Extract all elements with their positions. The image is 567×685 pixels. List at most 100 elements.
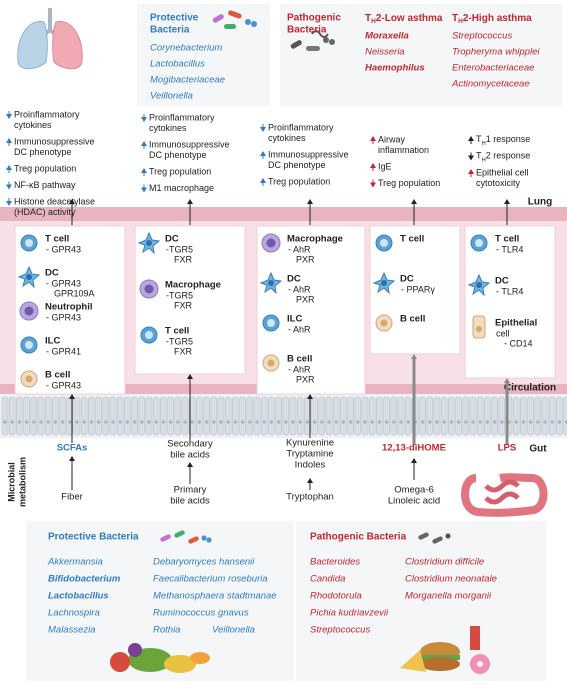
nucleus xyxy=(471,420,475,424)
epithelial-cell xyxy=(145,396,153,436)
epithelial-cell xyxy=(397,396,405,436)
epithelial-cell xyxy=(311,396,318,436)
metabolite: LPS xyxy=(498,443,516,454)
nucleus xyxy=(205,420,209,424)
species: Corynebacterium xyxy=(150,43,222,54)
effect-text: cytokines xyxy=(268,133,306,143)
cell-nucleus xyxy=(25,375,33,383)
epithelial-cell xyxy=(66,396,74,436)
metabolite: Tryptamine xyxy=(286,449,333,460)
nucleus xyxy=(500,420,504,424)
cell-nucleus xyxy=(475,239,483,247)
effect-arrow-head xyxy=(370,182,376,188)
cell-nucleus xyxy=(267,359,275,367)
nucleus xyxy=(104,420,108,424)
epithelial-cell xyxy=(498,396,506,436)
epithelial-cell xyxy=(282,396,290,436)
label-part: 2-High asthma xyxy=(463,13,532,24)
cell-name: DC xyxy=(400,274,414,285)
effect-arrow-head xyxy=(260,151,266,156)
species: Rothia xyxy=(153,625,180,636)
receptor: - GPR43 xyxy=(46,380,81,390)
label: Protective xyxy=(150,13,199,24)
epithelial-cell xyxy=(455,396,462,436)
effect-text: cytokines xyxy=(149,123,187,133)
effect-arrow-head xyxy=(141,187,147,193)
epithelial-cell xyxy=(16,396,23,436)
nucleus xyxy=(154,420,158,424)
epithelial-cell xyxy=(88,396,95,436)
epithelial-cell xyxy=(433,396,441,436)
epithelial-cell xyxy=(260,396,268,436)
region-label: metabolism xyxy=(17,457,27,507)
epithelial-cell xyxy=(188,396,196,436)
epithelial-cell xyxy=(275,396,282,436)
epithelial-cell xyxy=(131,396,138,436)
effect-text: DC phenotype xyxy=(149,150,207,160)
effect-text: (HDAC) activity xyxy=(14,207,76,217)
arrow-head xyxy=(307,199,313,204)
nucleus xyxy=(147,420,151,424)
metabolite: bile acids xyxy=(170,450,210,461)
arrow-head xyxy=(69,456,75,461)
arrow-head xyxy=(187,199,193,204)
species: Haemophilus xyxy=(365,63,425,74)
nucleus xyxy=(521,420,526,424)
epithelial-cell xyxy=(239,396,246,436)
nucleus xyxy=(82,420,86,424)
metabolite: Secondary xyxy=(167,439,213,450)
cell-name: T cell xyxy=(495,234,519,245)
receptor: - AhR xyxy=(288,364,311,374)
nucleus xyxy=(435,420,439,424)
species: Methanosphaera stadtmanae xyxy=(153,591,277,602)
nucleus xyxy=(169,420,173,424)
nucleus xyxy=(161,420,165,424)
nucleus xyxy=(241,420,245,424)
bacteria-icon xyxy=(206,537,212,543)
nucleus xyxy=(449,420,453,424)
effect-arrow-head xyxy=(6,114,12,119)
bacteria-icon xyxy=(445,533,451,539)
group-heading: TH2-High asthma xyxy=(452,13,532,25)
effect-arrow-head xyxy=(370,136,376,141)
region-label: Lung xyxy=(528,197,552,208)
effect-text: Proinflammatory xyxy=(268,122,334,132)
bacteria-icon xyxy=(418,532,429,540)
effect-arrow-head xyxy=(370,163,376,168)
epithelial-cell xyxy=(512,396,520,436)
epithelial-cell xyxy=(426,396,434,436)
species: Rhodotorula xyxy=(310,591,362,602)
arrow-head xyxy=(307,478,313,483)
lungs-icon xyxy=(17,8,83,70)
arrow-head xyxy=(187,462,193,467)
effect-text: Airway xyxy=(378,134,406,144)
cell-nucleus xyxy=(146,240,152,246)
epithelial-cell xyxy=(124,396,131,436)
cell-name: ILC xyxy=(287,314,302,325)
nucleus xyxy=(356,420,360,424)
effect-text: Immunosuppressive xyxy=(149,139,230,149)
epithelial-cell xyxy=(59,396,66,436)
effect-text: DC phenotype xyxy=(268,160,326,170)
nucleus xyxy=(305,420,309,424)
receptor: FXR xyxy=(174,300,193,310)
precursor: Fiber xyxy=(61,492,83,503)
epithelial-cell xyxy=(138,396,146,436)
epithelial-cell xyxy=(548,396,556,436)
effect-arrow-head xyxy=(6,165,12,170)
label-subscript: H xyxy=(458,18,463,25)
nucleus xyxy=(262,420,266,424)
effect-arrow-head xyxy=(141,168,147,173)
label: Pathogenic xyxy=(287,13,341,24)
arrow-head xyxy=(307,394,313,399)
species: Ruminococcus gnavus xyxy=(153,608,249,619)
metabolite: SCFAs xyxy=(57,443,88,454)
region-label: Gut xyxy=(529,444,547,455)
species: Pichia kudriavzevii xyxy=(310,608,389,619)
epithelial-cell xyxy=(541,396,549,436)
nucleus xyxy=(385,420,389,424)
nucleus xyxy=(392,420,396,424)
nucleus xyxy=(233,420,237,424)
label-subscript: H xyxy=(482,157,486,163)
epithelial-cell xyxy=(109,396,117,436)
